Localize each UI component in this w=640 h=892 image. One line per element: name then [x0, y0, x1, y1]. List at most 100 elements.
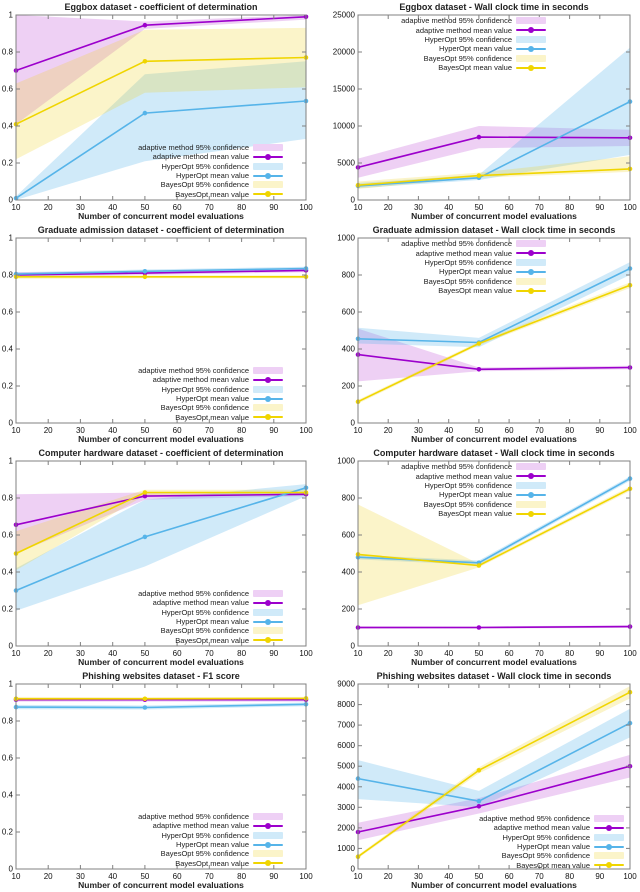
y-tick-label: 0	[351, 419, 356, 428]
bayesopt-mean-swatch	[253, 859, 283, 867]
x-tick-label: 20	[44, 426, 53, 435]
legend-row: adaptive method mean value	[138, 152, 283, 161]
legend-row: BayesOpt mean value	[138, 859, 283, 868]
bayesopt-confidence-swatch	[516, 54, 546, 62]
legend-row: HyperOpt mean value	[401, 267, 546, 276]
y-tick-label: 10000	[333, 122, 356, 131]
legend-row: BayesOpt mean value	[138, 636, 283, 645]
bayesopt-mean-swatch	[516, 510, 546, 518]
y-tick-label: 2000	[337, 823, 355, 832]
chart-legend: adaptive method 95% confidence adaptive m…	[401, 16, 546, 72]
x-axis-label: Number of concurrent model evaluations	[78, 880, 244, 890]
y-tick-label: 1	[9, 11, 14, 20]
y-tick-label: 0	[351, 196, 356, 205]
x-tick-label: 70	[535, 872, 544, 881]
confidence-bands	[16, 484, 306, 611]
chart-title: Graduate admission dataset - Wall clock …	[372, 225, 616, 235]
x-tick-label: 50	[474, 203, 483, 212]
x-tick-label: 50	[474, 426, 483, 435]
y-tick-label: 9000	[337, 680, 355, 689]
legend-label: HyperOpt mean value	[439, 267, 512, 277]
x-tick-label: 70	[535, 426, 544, 435]
legend-row: adaptive method mean value	[401, 471, 546, 481]
bayesopt-data-point	[476, 563, 482, 568]
y-tick-label: 0.4	[2, 791, 14, 800]
legend-label: adaptive method mean value	[152, 375, 249, 385]
bayesopt-mean-swatch-dot	[606, 862, 612, 869]
bayesopt-data-point	[476, 341, 482, 346]
hyperopt-data-point	[142, 705, 148, 710]
x-tick-label: 40	[444, 649, 453, 658]
axis-frame	[357, 14, 631, 201]
legend-label: HyperOpt 95% confidence	[424, 480, 512, 490]
x-tick-label: 30	[76, 649, 85, 658]
y-tick-label: 1	[9, 234, 14, 243]
tick-labels: 10 20 30 40 50 60 70 80 90 100 0 0.2 0.4 0.6 0.8 1	[2, 680, 313, 882]
legend-row: BayesOpt mean value	[401, 286, 546, 295]
legend-label: adaptive method mean value	[152, 821, 249, 831]
legend-label: adaptive method mean value	[415, 248, 512, 258]
x-axis-label: Number of concurrent model evaluations	[411, 211, 577, 221]
legend-row: BayesOpt 95% confidence	[401, 277, 546, 286]
y-tick-label: 200	[342, 382, 356, 391]
chart-graduate-wallclock: Graduate admission dataset - Wall clock …	[320, 223, 640, 446]
adaptive-mean-swatch-dot	[265, 153, 271, 160]
hyperopt-data-point	[142, 110, 148, 116]
adaptive-mean-swatch-dot	[265, 599, 271, 606]
x-tick-label: 50	[140, 203, 149, 212]
legend-row: HyperOpt 95% confidence	[401, 35, 546, 44]
legend-label: BayesOpt 95% confidence	[423, 499, 512, 509]
hyperopt-mean-swatch	[594, 843, 624, 851]
hyperopt-mean-swatch	[253, 172, 283, 180]
chart-hardware-wallclock: Computer hardware dataset - Wall clock t…	[320, 446, 640, 669]
chart-legend: adaptive method 95% confidence adaptive m…	[138, 143, 283, 199]
legend-row: HyperOpt mean value	[479, 842, 624, 851]
legend-label: HyperOpt 95% confidence	[161, 830, 249, 840]
adaptive-confidence-band	[358, 754, 630, 841]
legend-row: BayesOpt 95% confidence	[138, 180, 283, 189]
mean-lines	[355, 266, 633, 404]
x-tick-label: 60	[173, 649, 182, 658]
y-tick-label: 0.4	[2, 122, 14, 131]
x-tick-label: 80	[237, 872, 246, 881]
legend-row: BayesOpt mean value	[401, 63, 546, 72]
legend-row: adaptive method 95% confidence	[138, 589, 283, 598]
tick-labels: 10 20 30 40 50 60 70 80 90 100 0 0.2 0.4 0.6 0.8 1	[2, 11, 313, 213]
legend-label: adaptive method mean value	[493, 823, 590, 833]
y-tick-label: 600	[342, 308, 356, 317]
x-tick-label: 80	[237, 203, 246, 212]
plot-border	[15, 683, 307, 870]
tick-labels: 10 20 30 40 50 60 70 80 90 100 0 0.2 0.4 0.6 0.8 1	[2, 234, 313, 436]
x-tick-label: 10	[12, 872, 21, 881]
y-tick-label: 0	[351, 642, 356, 651]
y-tick-label: 400	[342, 345, 356, 354]
y-tick-label: 6000	[337, 741, 355, 750]
chart-plot: 10 20 30 40 50 60 70 80 90 1000100020003000400050…	[337, 680, 637, 882]
plot-border	[15, 460, 307, 647]
x-tick-label: 30	[414, 203, 423, 212]
hyperopt-data-point	[142, 269, 148, 274]
legend-label: adaptive method 95% confidence	[401, 462, 512, 472]
adaptive-mean-swatch	[516, 249, 546, 257]
y-tick-label: 0.4	[2, 568, 14, 577]
chart-plot: 10 20 30 40 50 60 70 80 90 100 0 0.2 0.4 0.6 0.8 1	[2, 11, 313, 213]
y-tick-label: 0.6	[2, 85, 14, 94]
tick-labels: 10 20 30 40 50 60 70 80 90 100 0 5000 10000 15000 2000…	[333, 11, 637, 213]
legend-label: BayesOpt 95% confidence	[160, 849, 249, 859]
x-tick-label: 10	[12, 203, 21, 212]
legend-label: HyperOpt mean value	[176, 394, 249, 404]
axis-frame	[357, 460, 631, 647]
bayesopt-data-point	[476, 768, 482, 773]
hyperopt-confidence-swatch	[516, 481, 546, 489]
axis-frame	[15, 14, 307, 201]
adaptive-mean-swatch-dot	[528, 473, 534, 480]
legend-row: adaptive method 95% confidence	[138, 143, 283, 152]
x-tick-label: 90	[269, 426, 278, 435]
legend-row: HyperOpt 95% confidence	[138, 830, 283, 840]
legend-label: adaptive method mean value	[415, 25, 512, 35]
x-tick-label: 60	[173, 426, 182, 435]
x-tick-label: 70	[535, 203, 544, 212]
